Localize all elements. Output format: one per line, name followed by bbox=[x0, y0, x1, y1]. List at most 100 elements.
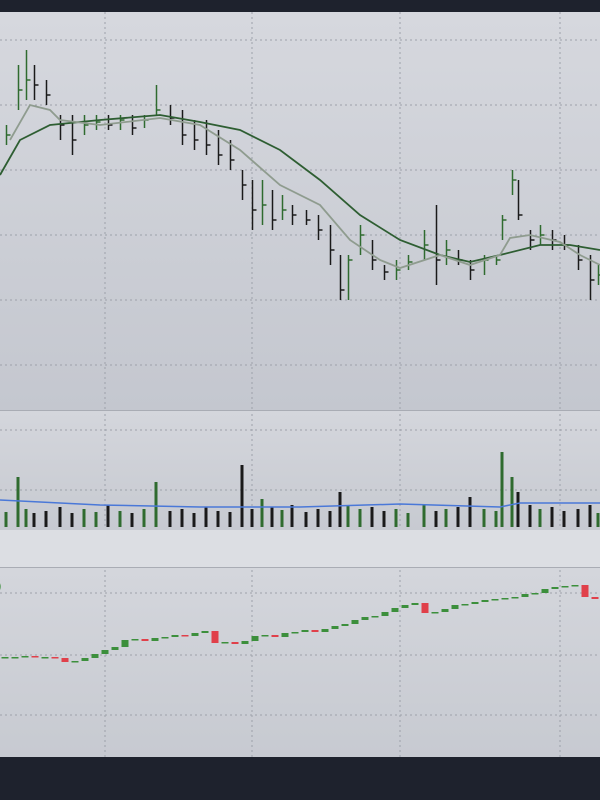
volume-bar bbox=[130, 513, 134, 527]
candle bbox=[441, 609, 449, 612]
volume-bar bbox=[24, 509, 28, 527]
volume-bar bbox=[154, 482, 158, 527]
candle bbox=[61, 658, 69, 662]
volume-bar bbox=[280, 510, 284, 527]
volume-bar bbox=[338, 492, 342, 527]
volume-bar bbox=[444, 509, 448, 527]
volume-bar bbox=[456, 507, 460, 527]
moving-average bbox=[9, 103, 600, 269]
top-bar bbox=[0, 0, 600, 12]
candle bbox=[251, 636, 259, 641]
volume-bar bbox=[406, 513, 410, 527]
candle bbox=[121, 640, 129, 647]
volume-bar bbox=[32, 513, 36, 527]
price-panel bbox=[0, 12, 600, 410]
volume-bar bbox=[142, 509, 146, 527]
candle bbox=[211, 631, 219, 643]
volume-bar bbox=[260, 499, 264, 527]
candle bbox=[421, 603, 429, 613]
candle bbox=[141, 639, 149, 641]
candle bbox=[371, 616, 379, 618]
candle bbox=[1, 657, 9, 659]
volume-bar bbox=[576, 509, 580, 527]
candle bbox=[221, 642, 229, 644]
candle bbox=[591, 597, 599, 599]
volume-bar bbox=[82, 509, 86, 527]
candle bbox=[361, 617, 369, 620]
candle bbox=[471, 602, 479, 604]
volume-bar bbox=[328, 511, 332, 527]
candle bbox=[501, 598, 509, 600]
candle bbox=[21, 656, 29, 658]
volume-bar bbox=[482, 509, 486, 527]
candle bbox=[391, 608, 399, 612]
volume-bar bbox=[204, 507, 208, 527]
volume-bar bbox=[94, 512, 98, 527]
volume-bar bbox=[240, 465, 244, 527]
candle bbox=[411, 603, 419, 605]
volume-bar bbox=[304, 512, 308, 527]
volume-bar bbox=[562, 511, 566, 527]
volume-bar bbox=[500, 452, 504, 527]
candle bbox=[461, 604, 469, 606]
candle bbox=[431, 612, 439, 614]
candle bbox=[181, 635, 189, 637]
volume-average bbox=[0, 499, 600, 508]
candle bbox=[351, 620, 359, 624]
volume-bar bbox=[596, 513, 600, 527]
volume-bar bbox=[516, 492, 520, 527]
panel-gap bbox=[0, 530, 600, 568]
volume-bar bbox=[44, 511, 48, 527]
candle-panel bbox=[0, 568, 600, 757]
volume-bar bbox=[346, 505, 350, 527]
candle bbox=[331, 626, 339, 629]
candle bbox=[231, 642, 239, 644]
volume-bar bbox=[316, 509, 320, 527]
volume-bar bbox=[290, 505, 294, 527]
volume-bar bbox=[528, 505, 532, 527]
volume-bar bbox=[494, 511, 498, 527]
volume-bar bbox=[106, 505, 110, 527]
volume-bar bbox=[58, 507, 62, 527]
candle bbox=[321, 629, 329, 632]
volume-bar bbox=[70, 513, 74, 527]
bottom-bar bbox=[0, 757, 600, 800]
volume-bar bbox=[228, 512, 232, 527]
candle bbox=[101, 650, 109, 654]
volume-bar bbox=[192, 513, 196, 527]
candle bbox=[281, 633, 289, 637]
candle bbox=[81, 658, 89, 661]
volume-bar bbox=[16, 477, 20, 527]
candle bbox=[201, 631, 209, 633]
candle bbox=[531, 593, 539, 595]
volume-bar bbox=[382, 511, 386, 527]
candle bbox=[91, 654, 99, 658]
candle bbox=[491, 599, 499, 601]
candle bbox=[481, 600, 489, 602]
candle bbox=[71, 661, 79, 663]
candle bbox=[581, 585, 589, 597]
candle bbox=[521, 594, 529, 597]
candle bbox=[191, 633, 199, 636]
candle bbox=[301, 630, 309, 632]
candle bbox=[561, 586, 569, 588]
candle bbox=[41, 657, 49, 659]
volume-bar bbox=[250, 509, 254, 527]
candle bbox=[271, 635, 279, 637]
candle bbox=[511, 597, 519, 599]
candle bbox=[291, 632, 299, 634]
volume-bar bbox=[358, 509, 362, 527]
candle bbox=[131, 639, 139, 641]
volume-bar bbox=[510, 477, 514, 527]
candle bbox=[261, 635, 269, 637]
candle bbox=[51, 657, 59, 659]
candle bbox=[161, 637, 169, 639]
volume-bar bbox=[434, 511, 438, 527]
moving-average bbox=[0, 114, 600, 263]
volume-bar bbox=[468, 497, 472, 527]
candle bbox=[401, 605, 409, 608]
candle bbox=[541, 589, 549, 593]
candle bbox=[551, 587, 559, 589]
